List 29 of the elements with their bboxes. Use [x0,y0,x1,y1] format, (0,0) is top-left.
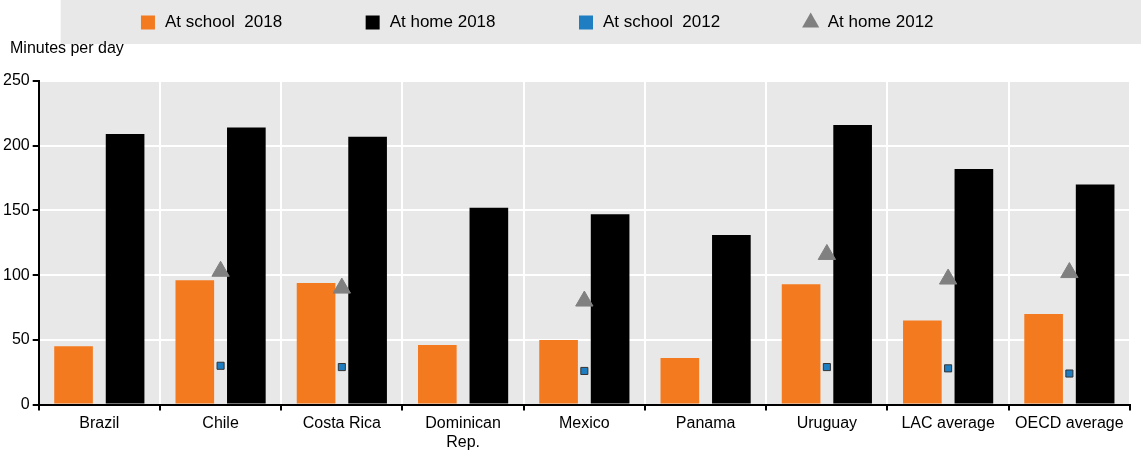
x-tick-label: Brazil [79,413,120,431]
x-tick-label: Dominican Rep. [425,413,501,450]
x-tick-label: OECD average [1015,413,1124,431]
bar [539,339,578,404]
bar [175,280,215,404]
bar [781,284,821,404]
x-tick-label: Costa Rica [302,413,382,431]
bar [418,345,457,404]
legend-label: At school 2018 [164,12,351,32]
bar [54,346,93,404]
y-tick-label: 200 [2,136,30,154]
x-tick-label: Chile [202,413,239,431]
bar [1024,313,1063,404]
legend-label: At home 2012 [827,12,1002,32]
y-tick-label: 150 [2,200,30,218]
y-axis-title: Minutes per day [10,39,124,57]
x-tick-label: Uruguay [796,413,858,431]
legend-label: At home 2018 [389,12,564,32]
legend-label: At school 2012 [603,12,789,32]
y-tick-label: 100 [2,265,30,283]
bar [660,358,700,404]
bar [903,320,942,404]
bar [296,282,336,404]
x-tick-label: LAC average [901,413,995,431]
y-tick-label: 250 [2,71,30,89]
y-tick-label: 50 [11,330,30,348]
x-tick-label: Mexico [559,413,610,431]
x-tick-label: Panama [675,413,736,431]
y-tick-label: 0 [20,395,30,413]
